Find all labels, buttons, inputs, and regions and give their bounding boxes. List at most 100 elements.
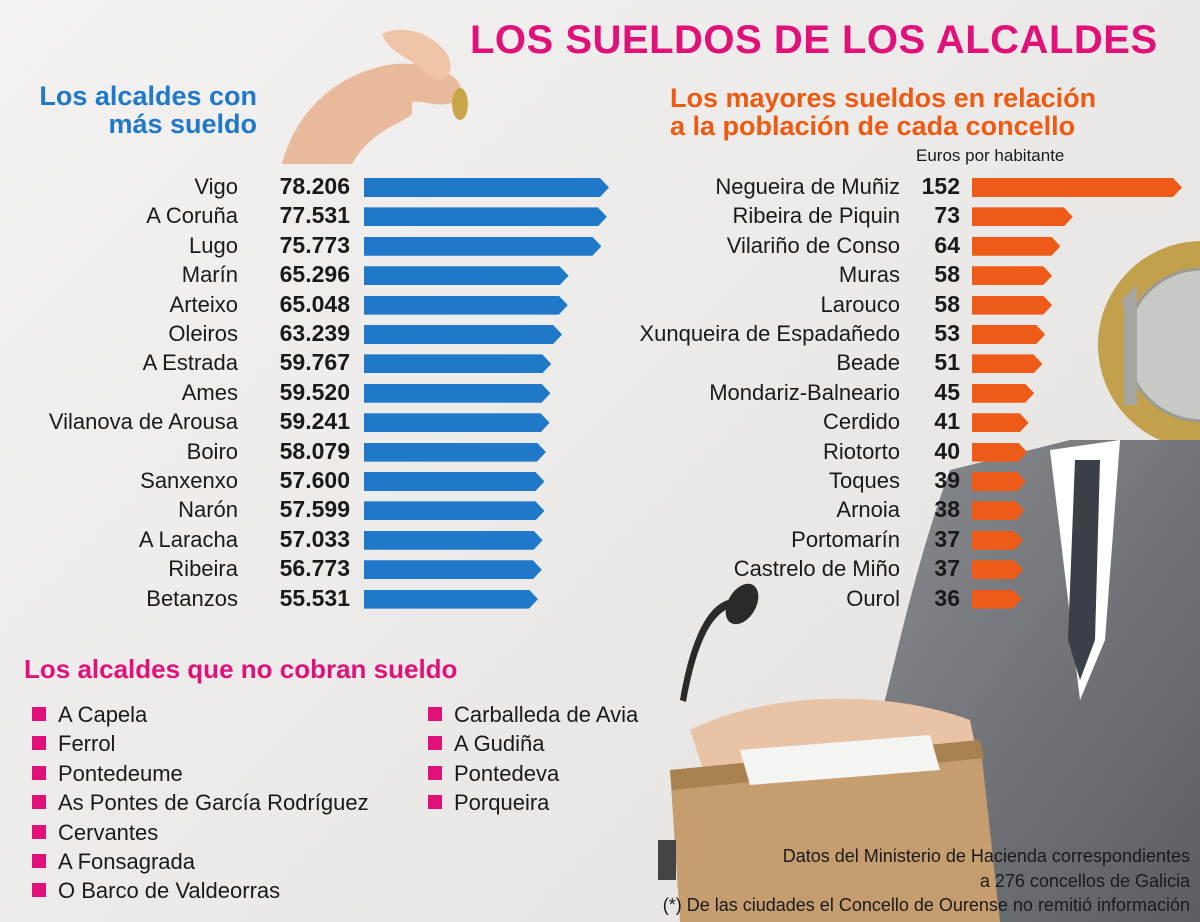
category-label: Arteixo: [169, 291, 238, 317]
value-label: 41: [934, 408, 960, 435]
value-label: 152: [921, 173, 960, 199]
bar: [972, 325, 1045, 344]
unit-note: Euros por habitante: [916, 146, 1065, 165]
no-salary-item-label: Ferrol: [58, 731, 116, 757]
category-label: Beade: [836, 350, 900, 376]
bar: [364, 472, 544, 491]
category-label: Oleiros: [168, 321, 238, 346]
value-label: 78.206: [279, 173, 350, 199]
no-salary-item: Cervantes: [32, 820, 158, 846]
category-label: Portomarín: [791, 526, 900, 552]
category-label: Boiro: [186, 438, 238, 464]
bar: [972, 443, 1027, 462]
bar: [972, 531, 1023, 550]
category-label: Sanxenxo: [140, 468, 238, 493]
value-label: 37: [934, 555, 960, 582]
right-chart-title-line2: a la población de cada concello: [670, 111, 1076, 141]
category-label: Mondariz-Balneario: [709, 379, 900, 405]
category-label: Ourol: [846, 585, 900, 611]
left-chart-title-line2: más sueldo: [108, 109, 257, 139]
bar: [364, 296, 568, 315]
value-label: 58.079: [279, 437, 350, 464]
bullet-square-icon: [32, 824, 46, 839]
category-label: Toques: [829, 468, 900, 493]
value-label: 65.048: [279, 290, 350, 317]
no-salary-item-label: O Barco de Valdeorras: [58, 878, 281, 904]
bar: [972, 560, 1023, 579]
value-label: 75.773: [279, 231, 350, 258]
no-salary-item: A Fonsagrada: [32, 849, 195, 875]
bar: [364, 560, 542, 579]
no-salary-item-label: As Pontes de García Rodríguez: [58, 790, 369, 816]
value-label: 73: [934, 202, 960, 229]
bar: [972, 354, 1042, 373]
value-label: 63.239: [279, 320, 350, 346]
no-salary-item: O Barco de Valdeorras: [32, 878, 280, 904]
bar: [972, 384, 1034, 403]
value-label: 64: [934, 231, 960, 258]
category-label: Vilanova de Arousa: [48, 409, 238, 435]
value-label: 59.520: [279, 378, 350, 405]
bar: [364, 590, 538, 609]
left-chart-title-line1: Los alcaldes con: [39, 81, 257, 111]
bullet-square-icon: [32, 883, 46, 898]
no-salary-item: Pontedeva: [428, 761, 559, 787]
value-label: 65.296: [279, 261, 350, 288]
no-salary-item-label: Cervantes: [58, 819, 159, 845]
no-salary-item-label: A Fonsagrada: [58, 849, 195, 874]
category-label: Negueira de Muñiz: [715, 174, 900, 199]
value-label: 58: [934, 290, 960, 317]
bullet-square-icon: [32, 765, 46, 780]
no-salary-item: Porqueira: [428, 790, 549, 816]
bar: [972, 590, 1022, 609]
value-label: 51: [934, 349, 960, 376]
right-chart-title: Los mayores sueldos en relación a la pob…: [670, 84, 1096, 140]
value-label: 59.767: [279, 349, 350, 376]
bar: [364, 501, 544, 520]
bullet-square-icon: [428, 707, 442, 721]
bullet-square-icon: [428, 736, 442, 751]
no-salary-item-label: Carballeda de Avia: [454, 702, 639, 727]
bar: [364, 354, 551, 373]
no-salary-item-label: Pontedeva: [454, 760, 560, 786]
value-label: 53: [934, 320, 960, 346]
bar: [364, 531, 543, 550]
category-label: Cerdido: [822, 409, 900, 435]
no-salary-item-label: A Gudiña: [454, 731, 545, 757]
bar: [364, 207, 607, 226]
bar: [972, 296, 1052, 315]
value-label: 40: [934, 437, 960, 464]
category-label: Vigo: [194, 174, 238, 199]
category-label: A Coruña: [146, 203, 238, 229]
bar: [972, 413, 1029, 432]
bullet-square-icon: [32, 854, 46, 868]
category-label: Ribeira: [168, 556, 238, 582]
category-label: Castrelo de Miño: [733, 556, 900, 582]
value-label: 39: [934, 467, 960, 493]
category-label: Muras: [838, 262, 900, 288]
bullet-square-icon: [428, 795, 442, 810]
bar: [364, 178, 609, 197]
no-salary-item: A Capela: [32, 702, 147, 728]
category-label: Vilariño de Conso: [726, 232, 900, 258]
left-chart-title: Los alcaldes con más sueldo: [39, 82, 257, 138]
bullet-square-icon: [32, 707, 46, 721]
bar: [972, 207, 1073, 226]
bar: [364, 325, 562, 344]
category-label: Xunqueira de Espadañedo: [639, 321, 900, 346]
value-label: 56.773: [279, 555, 350, 582]
value-label: 37: [934, 525, 960, 552]
no-salary-title: Los alcaldes que no cobran sueldo: [24, 654, 458, 684]
no-salary-item: Pontedeume: [32, 761, 183, 787]
category-label: Narón: [178, 497, 238, 523]
category-label: Ames: [181, 379, 238, 405]
category-label: A Estrada: [142, 350, 238, 376]
bullet-square-icon: [32, 736, 46, 751]
value-label: 58: [934, 261, 960, 288]
bullet-square-icon: [32, 795, 46, 810]
speaker-at-podium-illustration: [658, 440, 1200, 922]
category-label: Lugo: [189, 232, 238, 258]
no-salary-item-label: Pontedeume: [58, 760, 183, 786]
category-label: Marín: [181, 262, 238, 288]
category-label: Riotorto: [822, 438, 900, 464]
